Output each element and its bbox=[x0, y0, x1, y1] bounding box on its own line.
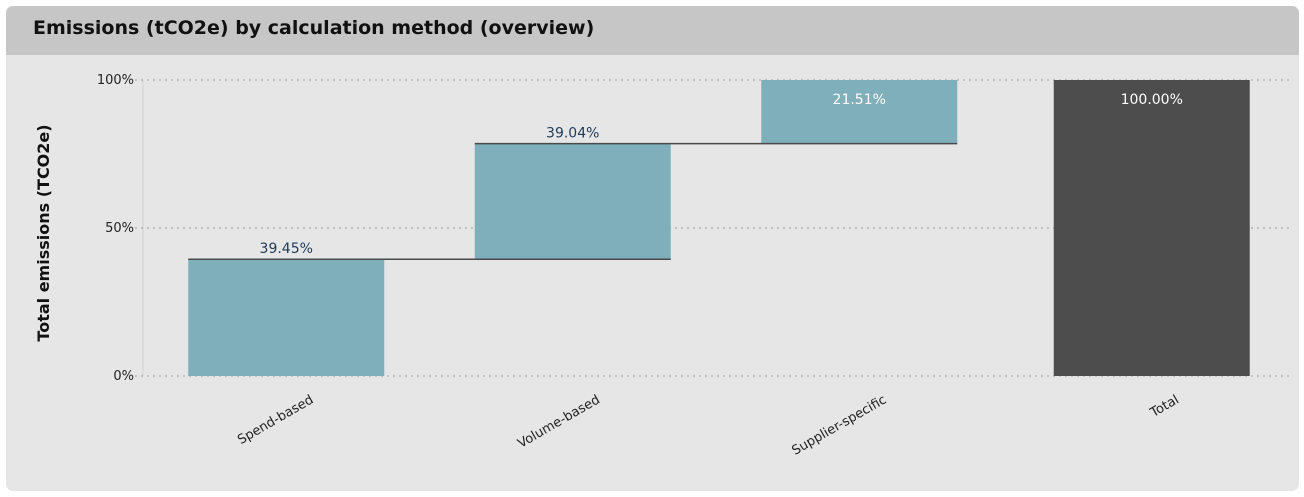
data-label: 39.45% bbox=[260, 241, 313, 257]
y-axis-ticks: 0% 50% 100% bbox=[97, 73, 134, 384]
x-tick-label: Total bbox=[1147, 392, 1182, 421]
x-tick-label: Spend-based bbox=[235, 392, 316, 447]
y-tick-label: 100% bbox=[97, 73, 134, 88]
bars bbox=[188, 80, 1250, 376]
chart-title: Emissions (tCO2e) by calculation method … bbox=[33, 17, 595, 39]
data-label: 21.51% bbox=[833, 92, 886, 108]
bar-volume-based[interactable] bbox=[474, 143, 671, 260]
x-axis-categories: Spend-based Volume-based Supplier-specific… bbox=[235, 392, 1182, 458]
bar-spend-based[interactable] bbox=[188, 259, 385, 376]
data-label: 100.00% bbox=[1121, 92, 1183, 108]
y-axis-label: Total emissions (TCO2e) bbox=[34, 124, 53, 341]
panel-header: Emissions (tCO2e) by calculation method … bbox=[6, 6, 1299, 55]
x-tick-label: Volume-based bbox=[515, 392, 602, 451]
connector-lines bbox=[188, 142, 958, 260]
data-label: 39.04% bbox=[546, 126, 599, 142]
bar-total[interactable] bbox=[1053, 80, 1250, 376]
bar-supplier-specific[interactable] bbox=[761, 80, 958, 144]
waterfall-chart: 39.45% 39.04% 21.51% 100.00% 0% 50% 100% Spen… bbox=[34, 73, 1289, 459]
y-tick-label: 50% bbox=[105, 221, 134, 236]
x-tick-label: Supplier-specific bbox=[789, 392, 889, 458]
data-labels: 39.45% 39.04% 21.51% 100.00% bbox=[260, 92, 1183, 257]
y-tick-label: 0% bbox=[113, 369, 134, 384]
chart-panel: Emissions (tCO2e) by calculation method … bbox=[6, 6, 1299, 491]
